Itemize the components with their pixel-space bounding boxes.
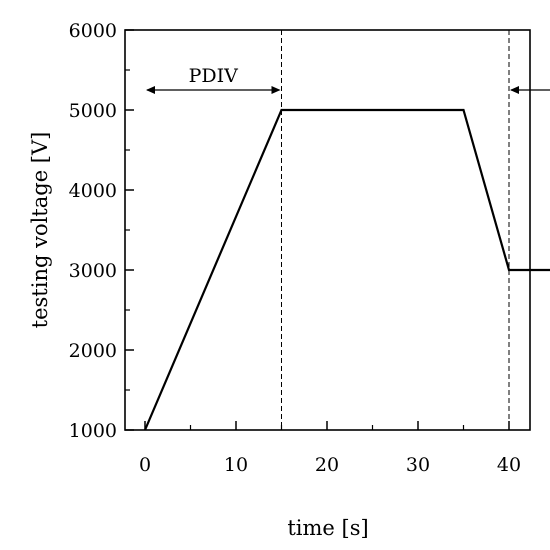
x-tick-label: 40 bbox=[497, 454, 521, 476]
y-tick-label: 2000 bbox=[69, 340, 117, 362]
arrow-head bbox=[271, 86, 281, 94]
x-tick-label: 30 bbox=[406, 454, 430, 476]
x-tick-label: 10 bbox=[224, 454, 248, 476]
arrow-head bbox=[510, 86, 519, 94]
phase-boundary-lines bbox=[281, 30, 510, 430]
y-axis-title: testing voltage [V] bbox=[28, 132, 52, 329]
x-axis-ticks: 01020304050607080 bbox=[139, 421, 521, 476]
y-tick-label: 5000 bbox=[69, 100, 117, 122]
y-tick-label: 6000 bbox=[69, 20, 117, 42]
y-axis-ticks: 1000 2000 3000 4000 5000 6000 bbox=[69, 20, 134, 442]
y-tick-label: 4000 bbox=[69, 180, 117, 202]
series-layer bbox=[143, 108, 550, 431]
y-tick-label: 1000 bbox=[69, 420, 117, 442]
annotations-layer: PDIVPDPDEV bbox=[146, 65, 550, 94]
y-tick-label: 3000 bbox=[69, 260, 117, 282]
x-axis-title: time [s] bbox=[287, 516, 368, 540]
x-tick-label: 0 bbox=[139, 454, 151, 476]
annotation-label: PDIV bbox=[189, 65, 239, 87]
x-tick-label: 20 bbox=[315, 454, 339, 476]
arrow-head bbox=[146, 86, 155, 94]
series-line bbox=[143, 108, 550, 431]
